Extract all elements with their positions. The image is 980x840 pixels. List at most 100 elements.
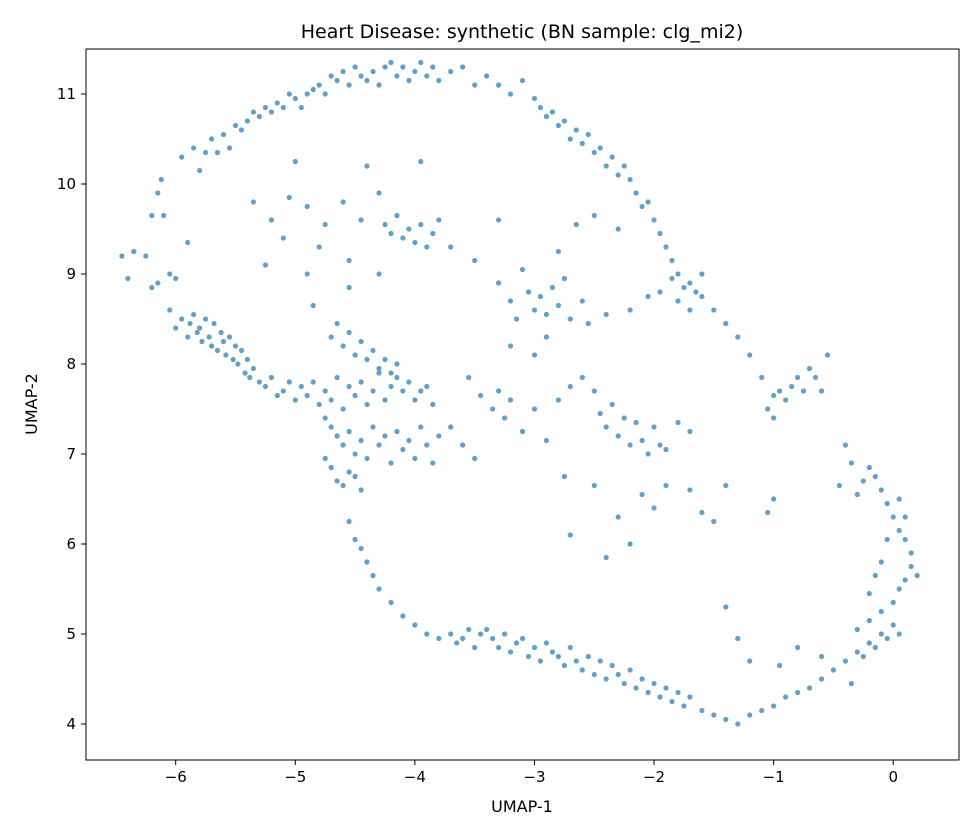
data-point — [615, 514, 621, 520]
data-point — [579, 140, 585, 147]
data-point — [669, 275, 675, 282]
data-point — [675, 271, 681, 277]
data-point — [346, 469, 352, 475]
data-point — [555, 248, 562, 255]
data-point — [555, 653, 562, 660]
data-point — [167, 307, 173, 313]
data-point — [218, 329, 224, 336]
data-point — [340, 482, 346, 489]
data-point — [795, 689, 801, 696]
data-point — [902, 577, 908, 583]
data-point — [621, 680, 627, 687]
data-point — [484, 73, 490, 79]
data-point — [376, 586, 382, 592]
data-point — [848, 460, 855, 466]
data-point — [226, 334, 233, 340]
data-point — [675, 689, 681, 696]
data-point — [567, 383, 573, 390]
data-point — [424, 442, 430, 448]
data-point — [328, 464, 334, 471]
data-point — [424, 73, 430, 79]
data-point — [896, 631, 902, 637]
data-point — [352, 64, 358, 70]
data-point — [230, 356, 236, 363]
data-point — [334, 478, 340, 484]
data-point — [591, 671, 597, 678]
data-point — [585, 131, 591, 138]
data-point — [472, 644, 478, 651]
data-point — [513, 316, 520, 322]
data-point — [340, 68, 346, 75]
data-point — [220, 338, 227, 345]
data-point — [854, 491, 860, 498]
data-point — [358, 73, 364, 79]
data-point — [304, 271, 310, 277]
data-point — [448, 68, 454, 75]
data-point — [322, 415, 328, 421]
data-point — [430, 64, 436, 70]
data-point — [914, 572, 920, 579]
data-point — [238, 127, 245, 133]
data-point — [854, 626, 860, 633]
data-point — [687, 280, 693, 286]
data-point — [235, 361, 241, 367]
data-point — [460, 64, 466, 70]
data-point — [197, 325, 203, 331]
data-point — [388, 59, 394, 66]
data-point — [484, 626, 490, 633]
data-point — [436, 217, 442, 223]
data-point — [346, 383, 352, 390]
data-point — [173, 275, 179, 282]
data-point — [364, 401, 370, 408]
data-point — [496, 217, 502, 223]
data-point — [400, 388, 406, 394]
data-point — [226, 145, 233, 151]
data-point — [525, 653, 532, 660]
data-point — [681, 703, 687, 709]
chart-title: Heart Disease: synthetic (BN sample: clg… — [301, 21, 743, 43]
y-tick-label: 4 — [66, 715, 76, 733]
data-point — [543, 113, 550, 120]
data-point — [866, 617, 872, 624]
data-point — [507, 343, 514, 349]
data-point — [615, 172, 621, 178]
data-point — [878, 608, 884, 615]
data-point — [194, 329, 200, 336]
data-point — [406, 379, 412, 385]
data-point — [418, 388, 424, 394]
data-point — [250, 365, 256, 372]
data-point — [609, 662, 615, 669]
data-point — [191, 311, 197, 318]
data-point — [352, 392, 358, 399]
data-point — [328, 424, 334, 430]
data-point — [615, 226, 621, 232]
data-point — [316, 82, 322, 88]
data-point — [394, 361, 400, 367]
data-point — [783, 397, 789, 403]
data-point — [699, 271, 705, 277]
data-point — [543, 437, 550, 444]
data-point — [603, 676, 609, 682]
data-point — [376, 82, 382, 88]
data-point — [496, 280, 502, 286]
y-axis-label: UMAP-2 — [22, 373, 41, 435]
data-point — [310, 379, 316, 385]
data-point — [346, 284, 352, 291]
data-point — [669, 257, 675, 264]
data-point — [519, 266, 526, 273]
x-tick-label: −4 — [404, 768, 426, 786]
data-point — [478, 392, 484, 399]
data-point — [304, 203, 310, 210]
data-point — [591, 482, 597, 489]
data-point — [543, 640, 550, 646]
data-point — [304, 91, 310, 97]
data-point — [771, 496, 777, 502]
data-point — [531, 352, 538, 358]
data-point — [627, 667, 633, 673]
data-point — [370, 388, 376, 394]
data-point — [824, 352, 831, 358]
data-point — [657, 230, 663, 237]
data-point — [777, 662, 783, 669]
data-point — [274, 392, 280, 399]
data-point — [448, 631, 454, 637]
